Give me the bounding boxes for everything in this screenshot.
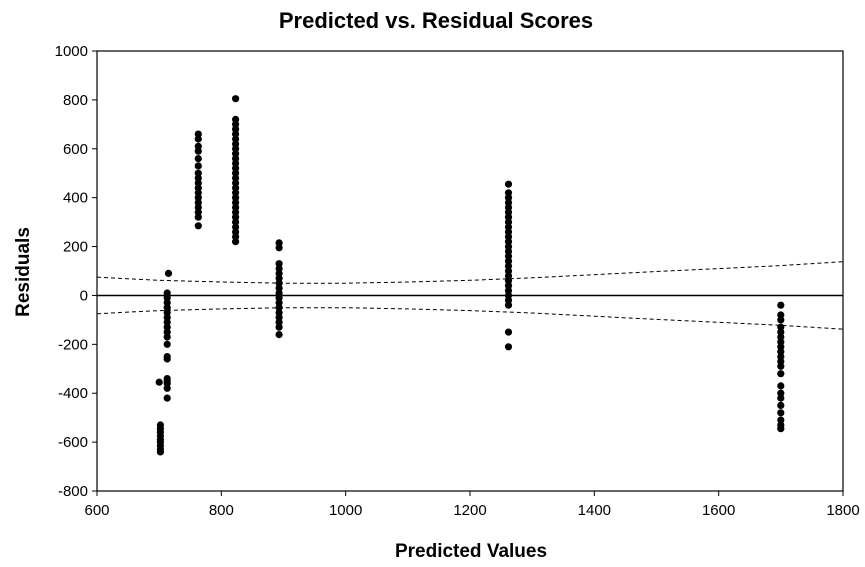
x-tick-label: 1600 <box>702 502 735 519</box>
plot-frame <box>96 50 844 492</box>
data-point <box>164 269 173 277</box>
data-point <box>156 448 164 456</box>
data-point <box>777 382 785 390</box>
data-point <box>163 384 171 392</box>
data-point <box>194 222 202 230</box>
x-axis-label: Predicted Values <box>395 541 547 562</box>
data-point <box>777 316 785 324</box>
data-point <box>275 331 283 339</box>
data-point <box>504 328 513 336</box>
y-tick-label: -200 <box>58 336 88 353</box>
data-point <box>504 301 513 309</box>
y-tick-label: 1000 <box>55 43 88 60</box>
data-point <box>163 340 171 348</box>
x-tick-label: 1400 <box>578 502 611 519</box>
tick-labels: 600 800 1000 1200 1400 1600 1800 -800 -600 -400 -2… <box>55 43 860 519</box>
data-point <box>275 323 283 331</box>
x-tick-label: 1200 <box>453 502 486 519</box>
data-point <box>194 155 202 163</box>
data-point <box>194 135 202 143</box>
chart-title: Predicted vs. Residual Scores <box>279 8 593 33</box>
x-tick-label: 1800 <box>826 502 859 519</box>
data-point <box>777 409 785 417</box>
data-points <box>155 95 785 456</box>
data-point <box>777 401 785 409</box>
data-point <box>504 180 513 188</box>
data-point <box>163 394 171 402</box>
confidence-band-upper <box>96 261 844 284</box>
y-tick-label: -800 <box>58 483 88 500</box>
data-point <box>275 244 283 252</box>
axis-ticks <box>92 50 844 496</box>
y-axis-label: Residuals <box>13 227 34 317</box>
data-point <box>232 238 240 246</box>
y-tick-label: -400 <box>58 385 88 402</box>
y-tick-label: 800 <box>63 92 88 109</box>
data-point <box>777 301 785 309</box>
data-point <box>777 370 785 378</box>
data-point <box>163 355 171 363</box>
x-tick-label: 600 <box>84 502 109 519</box>
data-point <box>194 213 202 221</box>
data-point <box>777 425 785 433</box>
data-point <box>232 95 240 103</box>
confidence-band-lower <box>96 307 844 330</box>
data-point <box>504 343 513 351</box>
data-point <box>194 162 202 170</box>
y-tick-label: 600 <box>63 141 88 158</box>
data-point <box>777 394 785 402</box>
x-tick-label: 1000 <box>329 502 362 519</box>
y-tick-label: 200 <box>63 239 88 256</box>
x-tick-label: 800 <box>209 502 234 519</box>
data-point <box>194 147 202 155</box>
y-tick-label: 400 <box>63 190 88 207</box>
y-tick-label: -600 <box>58 434 88 451</box>
data-point <box>163 333 171 341</box>
y-tick-label: 0 <box>80 287 88 304</box>
data-point <box>777 362 785 370</box>
data-point <box>155 378 163 386</box>
